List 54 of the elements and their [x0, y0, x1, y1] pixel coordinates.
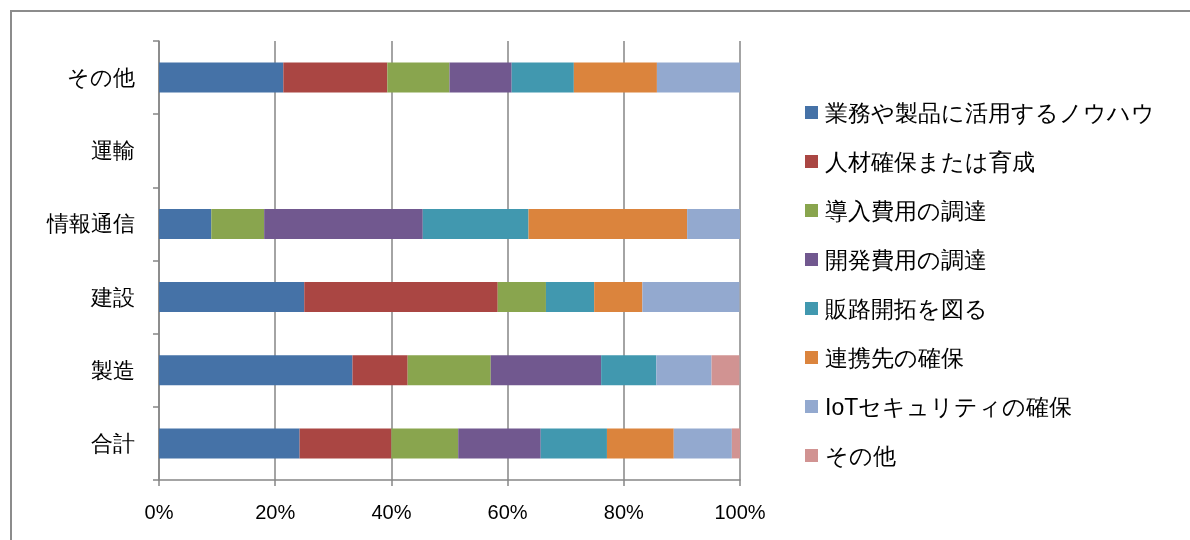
bar	[731, 428, 740, 459]
bar	[449, 62, 512, 93]
legend-label: IoTセキュリティの確保	[825, 393, 1073, 420]
bar	[497, 282, 546, 313]
legend-label: その他	[825, 442, 896, 469]
bar	[545, 282, 595, 313]
y-tick-label: 運輸	[91, 138, 135, 164]
y-tick-label: 情報通信	[46, 211, 135, 237]
bar	[407, 355, 491, 386]
bar	[159, 62, 284, 93]
bar	[540, 428, 607, 459]
bar	[283, 62, 388, 93]
legend-label: 開発費用の調達	[825, 246, 987, 273]
bar	[573, 62, 657, 93]
bar	[159, 355, 353, 386]
bar	[490, 355, 602, 386]
legend-label: 連携先の確保	[825, 344, 964, 371]
x-tick-label: 60%	[487, 501, 528, 523]
y-tick-label: 合計	[91, 430, 135, 456]
bar	[528, 208, 688, 239]
legend-label: 販路開拓を図る	[825, 295, 988, 322]
x-tick-label: 80%	[603, 501, 645, 523]
bar	[211, 208, 265, 239]
bar	[594, 282, 643, 313]
bar	[159, 208, 212, 239]
bar	[304, 282, 498, 313]
bar	[352, 355, 408, 386]
x-tick-label: 100%	[714, 501, 766, 523]
bar	[458, 428, 541, 459]
y-tick-label: 建設	[90, 284, 135, 310]
bar	[159, 282, 305, 313]
bar	[642, 282, 740, 313]
legend-label: 業務や製品に活用するノウハウ	[825, 99, 1155, 126]
bar	[299, 428, 392, 459]
bar	[422, 208, 529, 239]
x-tick-label: 20%	[255, 501, 296, 523]
bar	[606, 428, 674, 459]
bar	[656, 355, 712, 386]
bar	[391, 428, 459, 459]
legend-label: 導入費用の調達	[825, 197, 987, 224]
bar	[601, 355, 657, 386]
bar	[387, 62, 450, 93]
x-tick-label: 0%	[144, 501, 174, 523]
bar	[673, 428, 732, 459]
bar	[711, 355, 740, 386]
bar	[511, 62, 574, 93]
x-tick-label: 40%	[371, 501, 412, 523]
bar	[159, 428, 300, 459]
bar	[656, 62, 740, 93]
legend-label: 人材確保または育成	[825, 148, 1035, 175]
bar	[687, 208, 740, 239]
bar	[264, 208, 423, 239]
y-tick-label: 製造	[91, 357, 135, 383]
y-tick-label: その他	[67, 65, 135, 91]
